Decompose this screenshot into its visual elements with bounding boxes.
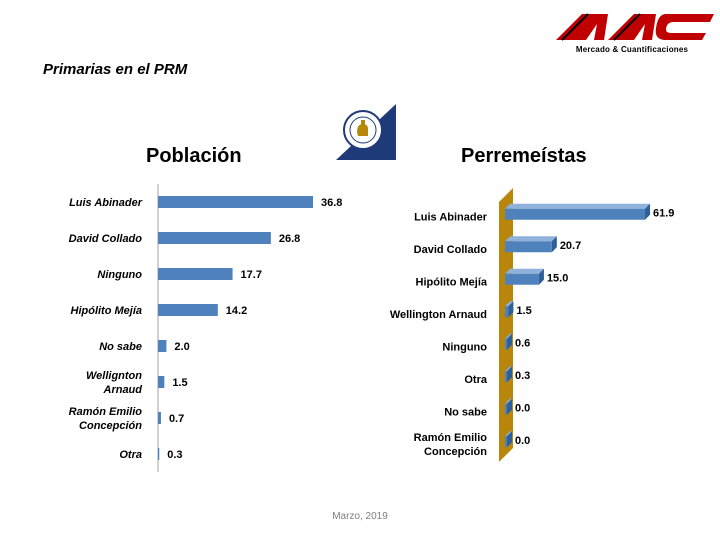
category-label: Wellignton Arnaud bbox=[86, 370, 142, 396]
category-label: Otra bbox=[464, 374, 488, 386]
data-label: 61.9 bbox=[653, 207, 674, 219]
bar-top bbox=[505, 333, 512, 339]
logo-mc-icon bbox=[556, 13, 714, 41]
bar bbox=[158, 412, 161, 424]
bar-side bbox=[507, 366, 512, 383]
category-label: Ramón Emilio Concepción bbox=[69, 406, 143, 432]
bar-side bbox=[551, 236, 557, 253]
bar-side bbox=[538, 268, 544, 285]
category-label: Otra bbox=[119, 449, 142, 461]
category-label: Luis Abinader bbox=[69, 197, 143, 209]
category-label: Hipólito Mejía bbox=[71, 305, 143, 317]
bar bbox=[158, 268, 233, 280]
party-seal bbox=[336, 104, 396, 160]
bar bbox=[505, 436, 507, 448]
data-label: 1.5 bbox=[172, 377, 187, 389]
category-label: Ninguno bbox=[97, 269, 142, 281]
bar-side bbox=[645, 203, 650, 220]
bar bbox=[158, 304, 218, 316]
bar bbox=[158, 232, 271, 244]
bar bbox=[158, 376, 165, 388]
bar bbox=[158, 340, 167, 352]
bar-side bbox=[507, 333, 512, 350]
party-seal-icon bbox=[336, 104, 396, 160]
data-label: 0.3 bbox=[515, 370, 530, 382]
data-label: 20.7 bbox=[560, 240, 581, 252]
data-label: 36.8 bbox=[321, 197, 342, 209]
category-label: David Collado bbox=[69, 233, 143, 245]
data-label: 17.7 bbox=[241, 269, 262, 281]
footer-date: Marzo, 2019 bbox=[332, 511, 388, 522]
category-label: David Collado bbox=[414, 244, 488, 256]
data-label: 0.0 bbox=[515, 402, 530, 414]
category-label: No sabe bbox=[444, 406, 487, 418]
data-label: 2.0 bbox=[174, 341, 189, 353]
category-label: Ninguno bbox=[442, 341, 487, 353]
category-label: Hipólito Mejía bbox=[416, 276, 488, 288]
category-label: Ramón Emilio Concepción bbox=[414, 432, 488, 458]
bar bbox=[505, 338, 507, 350]
data-label: 0.6 bbox=[515, 337, 530, 349]
data-label: 0.0 bbox=[515, 435, 530, 447]
data-label: 26.8 bbox=[279, 233, 300, 245]
bar-top bbox=[505, 236, 557, 242]
company-logo: Mercado & Cuantificaciones bbox=[548, 6, 716, 54]
data-label: 1.5 bbox=[516, 305, 531, 317]
chart-title-poblacion: Población bbox=[146, 145, 242, 167]
category-label: Luis Abinader bbox=[414, 211, 488, 223]
category-label: No sabe bbox=[99, 341, 142, 353]
chart-title-perremeistas: Perremeístas bbox=[461, 145, 587, 167]
bar-top bbox=[505, 301, 514, 307]
bar bbox=[505, 403, 507, 415]
bar bbox=[158, 448, 160, 460]
bar-top bbox=[505, 268, 544, 274]
data-label: 14.2 bbox=[226, 305, 247, 317]
bar-side bbox=[507, 398, 512, 415]
bar bbox=[505, 371, 507, 383]
bar bbox=[505, 241, 552, 253]
data-label: 0.3 bbox=[167, 449, 182, 461]
bar-side bbox=[507, 431, 512, 448]
data-label: 15.0 bbox=[547, 272, 568, 284]
bar-top bbox=[505, 366, 512, 372]
bar-top bbox=[505, 203, 650, 209]
category-label: Wellington Arnaud bbox=[390, 309, 487, 321]
bar-top bbox=[505, 398, 512, 404]
data-label: 0.7 bbox=[169, 413, 184, 425]
chart-wall bbox=[499, 188, 513, 462]
bar bbox=[158, 196, 313, 208]
page-subtitle: Primarias en el PRM bbox=[43, 61, 188, 78]
brand-name: Mercado & Cuantificaciones bbox=[575, 45, 689, 54]
bar-top bbox=[505, 431, 512, 437]
bar bbox=[505, 273, 539, 285]
bar bbox=[505, 306, 509, 318]
bar-side bbox=[508, 301, 514, 318]
bar bbox=[505, 208, 645, 220]
